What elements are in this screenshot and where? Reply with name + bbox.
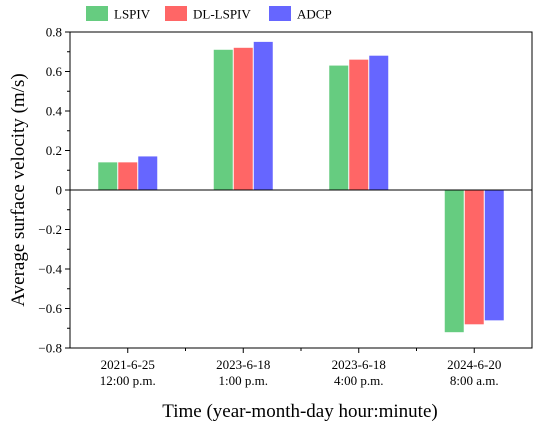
y-tick-label: 0.6 [46,64,63,79]
bar-lspiv-2 [213,49,233,191]
x-tick-label: 2024-6-20 [447,357,501,372]
legend-label: ADCP [297,7,332,22]
y-tick-label: −0.2 [38,222,62,237]
legend-label: LSPIV [114,7,151,22]
bar-dl-lspiv-4 [464,190,484,325]
axes: −0.8 −0.6 −0.4 −0.2 0 0.2 0.4 0.6 0.8 2021-6-2512… [38,25,533,388]
bar-adcp-1 [138,156,158,190]
x-axis-title: Time (year-month-day hour:minute) [162,401,437,422]
bar-dl-lspiv-2 [233,47,253,190]
bar-adcp-3 [369,55,389,191]
y-tick-label: −0.4 [38,262,62,277]
x-tick-label: 12:00 p.m. [100,373,156,388]
x-tick-label: 2023-6-18 [332,357,386,372]
bar-dl-lspiv-3 [349,59,369,191]
y-tick-label: −0.8 [38,341,62,356]
legend: LSPIV DL-LSPIV ADCP [86,6,332,22]
y-tick-label: 0.2 [46,143,62,158]
legend-label: DL-LSPIV [193,7,251,22]
bars [98,41,504,333]
x-tick-label: 1:00 p.m. [219,373,268,388]
y-tick-label: 0.4 [46,104,63,119]
bar-adcp-2 [253,41,273,190]
legend-swatch-dl-lspiv [165,6,187,21]
x-tick-label: 2021-6-25 [101,357,155,372]
legend-swatch-lspiv [86,6,108,21]
bar-lspiv-3 [329,65,349,190]
bar-lspiv-4 [444,190,464,333]
bar-dl-lspiv-1 [118,162,138,190]
y-tick-label: 0.8 [46,25,62,40]
y-tick-label: 0 [56,183,63,198]
y-axis-title: Average surface velocity (m/s) [8,73,29,306]
bar-adcp-4 [484,190,504,321]
y-tick-label: −0.6 [38,301,62,316]
x-tick-label: 8:00 a.m. [450,373,499,388]
x-tick-label: 2023-6-18 [216,357,270,372]
bar-lspiv-1 [98,162,118,190]
legend-swatch-adcp [269,6,291,21]
x-tick-label: 4:00 p.m. [334,373,383,388]
